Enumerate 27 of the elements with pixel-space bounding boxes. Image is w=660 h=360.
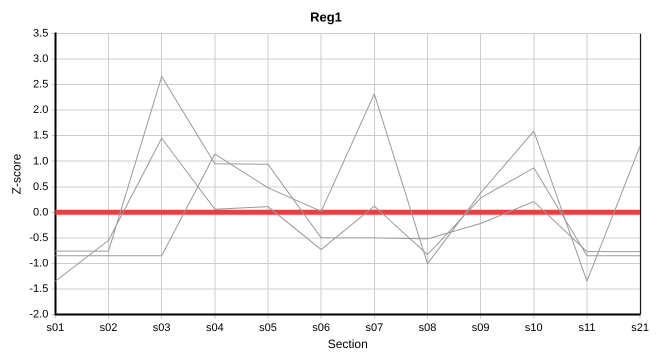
y-tick-label: -2.0 [29,308,48,320]
y-tick-label: 3.0 [33,53,48,66]
y-tick-label: 1.0 [33,155,48,168]
x-tick-label: s06 [312,322,330,334]
y-tick-label: 2.0 [33,104,48,116]
x-tick-label: s04 [206,322,224,334]
x-tick-label: s01 [46,322,64,334]
y-tick-label: 3.5 [33,28,48,40]
y-tick-label: 2.5 [33,78,48,91]
chart-title: Reg1 [310,9,342,24]
x-tick-label: s03 [152,322,171,334]
x-tick-label: s02 [100,322,118,334]
y-tick-label: 1.5 [33,130,48,142]
x-tick-label: s10 [524,322,543,334]
x-tick-label: s08 [418,322,436,334]
y-tick-label: -0.5 [29,232,48,244]
x-axis-title: Section [328,337,368,352]
x-tick-label: s21 [631,322,650,334]
x-tick-label: s05 [259,322,277,334]
x-tick-label: s07 [365,322,384,334]
y-tick-label: -1.5 [29,282,48,295]
x-tick-label: s11 [578,322,596,334]
y-tick-label: -1.0 [29,257,48,270]
y-tick-label: 0.5 [33,180,48,193]
y-tick-label: 0.0 [33,206,48,218]
y-axis-title: Z-score [10,153,24,194]
x-tick-label: s09 [472,322,490,334]
